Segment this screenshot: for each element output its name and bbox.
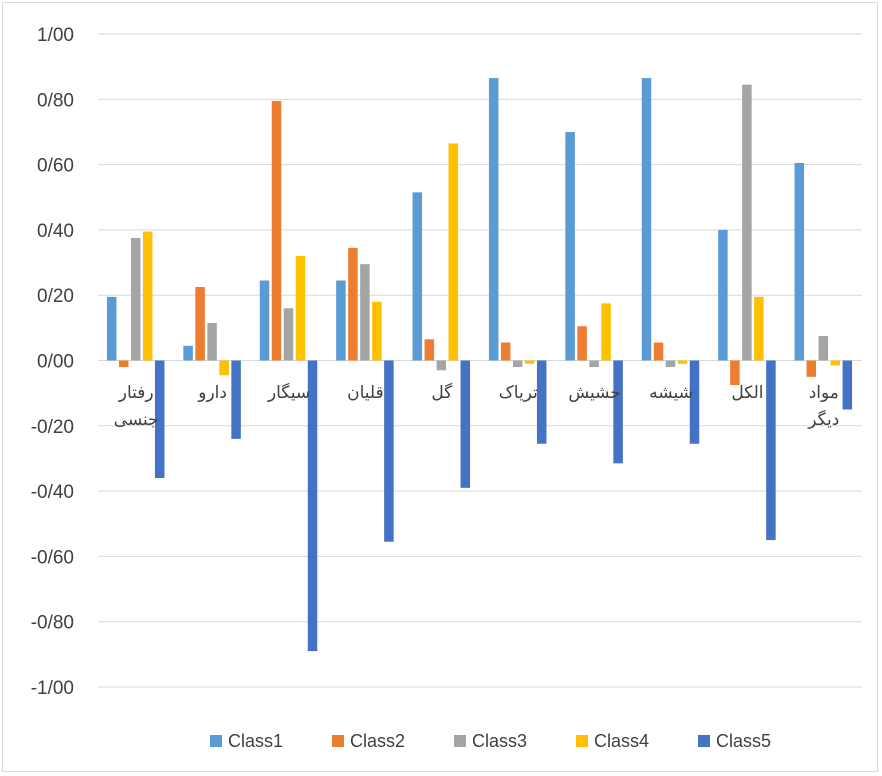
category-label: مواد: [809, 383, 839, 403]
bar-class5-3: [384, 360, 394, 542]
y-tick-label: 0/00: [37, 352, 74, 373]
category-label: حشیش: [568, 383, 620, 403]
bar-class4-5: [524, 360, 535, 364]
bar-class1-9: [794, 162, 805, 361]
y-tick-label: -1/00: [31, 678, 74, 699]
bar-class4-1: [219, 360, 229, 376]
category-label: جنسی: [114, 410, 159, 430]
x-axis-labels: رفتار جنسی دارو سیگار قلیان گل تریاک حشیش شیشه ال…: [114, 382, 840, 430]
bar-class4-0: [142, 231, 153, 361]
legend-swatch-class5: [698, 735, 710, 747]
bar-class2-4: [424, 339, 435, 361]
bar-class3-1: [207, 322, 217, 361]
bar-class3-4: [436, 360, 447, 371]
category-label: تریاک: [499, 383, 539, 403]
category-label: قلیان: [347, 383, 384, 403]
legend-label: Class4: [594, 731, 649, 751]
bar-class3-9: [818, 336, 829, 361]
legend-label: Class2: [350, 731, 405, 751]
bars: [106, 78, 853, 652]
y-tick-label: -0/40: [31, 482, 74, 503]
bar-class1-8: [718, 229, 728, 361]
y-tick-label: 0/60: [37, 156, 74, 177]
bar-class5-8: [766, 360, 776, 541]
bar-class2-7: [653, 342, 664, 361]
bar-class1-2: [259, 280, 270, 361]
category-label: دیگر: [807, 409, 839, 430]
bar-class2-5: [500, 342, 511, 361]
bar-class1-0: [106, 296, 117, 361]
bar-class1-6: [565, 131, 575, 361]
y-tick-label: -0/60: [31, 547, 74, 568]
category-label: رفتار: [118, 383, 154, 403]
bar-class3-6: [589, 360, 599, 368]
bar-class4-8: [754, 296, 764, 361]
legend: Class1 Class2 Class3 Class4 Class5: [210, 731, 771, 751]
bar-class5-1: [231, 360, 241, 439]
bar-class4-7: [677, 360, 688, 364]
bar-class2-9: [806, 360, 817, 377]
bar-class3-2: [283, 308, 294, 361]
bar-class3-0: [130, 238, 141, 361]
category-label: سیگار: [267, 382, 310, 403]
bar-class5-9: [842, 360, 853, 410]
y-tick-label: 0/20: [37, 286, 74, 307]
bar-class1-7: [641, 78, 652, 361]
legend-label: Class5: [716, 731, 771, 751]
bar-class2-1: [195, 287, 205, 361]
bar-class1-5: [488, 78, 499, 361]
category-label: الکل: [731, 383, 763, 403]
bar-class1-3: [336, 280, 346, 361]
legend-label: Class3: [472, 731, 527, 751]
bar-class2-8: [730, 360, 740, 385]
bar-class4-6: [601, 303, 611, 361]
bar-class5-6: [613, 360, 623, 464]
bar-class5-5: [536, 360, 547, 444]
y-tick-label: 0/40: [37, 221, 74, 242]
bar-class5-7: [689, 360, 700, 444]
bar-class5-0: [154, 360, 165, 479]
category-label: شیشه: [649, 383, 693, 403]
legend-label: Class1: [228, 731, 283, 751]
category-label: گل: [431, 382, 453, 403]
bar-class4-2: [295, 256, 306, 361]
bar-class4-4: [448, 143, 459, 361]
bar-class3-3: [360, 264, 370, 361]
legend-swatch-class1: [210, 735, 222, 747]
bar-class4-9: [830, 360, 841, 366]
bar-class3-7: [665, 360, 676, 368]
bar-class2-3: [348, 247, 358, 361]
bar-class3-8: [742, 84, 752, 361]
bar-class4-3: [372, 301, 382, 361]
y-tick-label: 1/00: [37, 25, 74, 46]
bar-class3-5: [512, 360, 523, 368]
legend-swatch-class4: [576, 735, 588, 747]
legend-swatch-class2: [332, 735, 344, 747]
bar-class2-6: [577, 326, 587, 361]
category-label: دارو: [197, 383, 227, 403]
bar-class1-4: [412, 192, 423, 361]
y-axis-labels: 1/00 0/80 0/60 0/40 0/20 0/00 -0/20 -0/40 -0/60 -…: [31, 25, 74, 699]
bar-class5-4: [460, 360, 471, 488]
bar-class2-2: [271, 100, 282, 361]
y-tick-label: -0/20: [31, 417, 74, 438]
y-tick-label: -0/80: [31, 613, 74, 634]
bar-class1-1: [183, 345, 193, 361]
bar-class5-2: [307, 360, 318, 652]
y-tick-label: 0/80: [37, 90, 74, 111]
bar-class2-0: [118, 360, 129, 368]
legend-swatch-class3: [454, 735, 466, 747]
